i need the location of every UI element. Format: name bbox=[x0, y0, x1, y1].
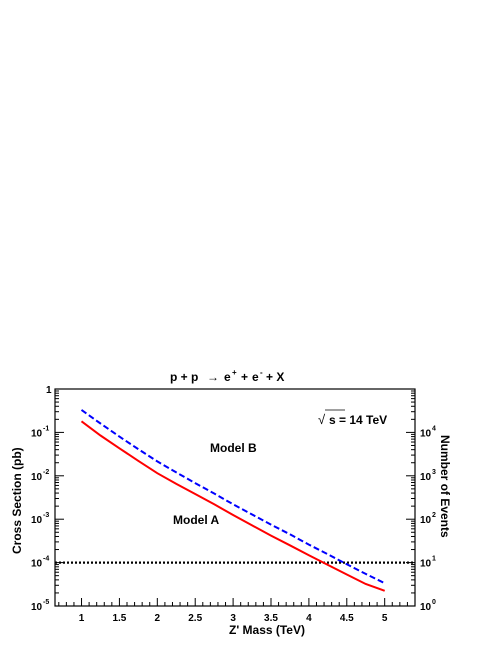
title-arrow: → bbox=[207, 370, 219, 384]
axis-ticks bbox=[55, 388, 415, 607]
title-plus: + bbox=[241, 370, 248, 384]
y-tick-label-exponent: -2 bbox=[43, 469, 49, 476]
y-tick-label: 1 bbox=[46, 385, 52, 396]
x-tick-label: 3.5 bbox=[264, 613, 278, 624]
sqrt-symbol: √ bbox=[318, 412, 326, 427]
y-axis-label: Cross Section (pb) bbox=[10, 447, 24, 554]
title-e-plus-sup: + bbox=[232, 368, 237, 377]
energy-label: s = 14 TeV bbox=[329, 413, 387, 427]
y2-tick-label-exponent: 2 bbox=[432, 512, 436, 519]
x-tick-label: 4.5 bbox=[340, 613, 354, 624]
title-rhs: + X bbox=[266, 370, 284, 384]
y-tick-label-exponent: -5 bbox=[43, 599, 49, 606]
y-tick-label-exponent: -3 bbox=[43, 512, 49, 519]
y2-tick-label: 10 bbox=[420, 559, 432, 570]
y2-tick-label: 10 bbox=[420, 602, 432, 613]
y-tick-label: 10 bbox=[31, 515, 43, 526]
series-model-a-line bbox=[80, 420, 386, 592]
y2-tick-label: 10 bbox=[420, 472, 432, 483]
x-tick-label: 1.5 bbox=[112, 613, 126, 624]
y-tick-label: 10 bbox=[31, 428, 43, 439]
x-tick-label: 2 bbox=[155, 613, 161, 624]
y2-tick-label: 10 bbox=[420, 428, 432, 439]
x-tick-label: 2.5 bbox=[188, 613, 202, 624]
y-tick-label: 10 bbox=[31, 472, 43, 483]
title-lhs: p + p bbox=[170, 370, 198, 384]
x-axis-label: Z' Mass (TeV) bbox=[229, 623, 305, 637]
y-tick-label-exponent: -4 bbox=[43, 556, 49, 563]
series-model-b-line bbox=[80, 409, 386, 585]
y2-tick-label: 10 bbox=[420, 515, 432, 526]
x-tick-label: 1 bbox=[79, 613, 85, 624]
plot-frame bbox=[54, 388, 416, 607]
y2-tick-label-exponent: 0 bbox=[432, 599, 436, 606]
y-axis-left-tick-labels: 10 -510 -410 -310 -210 -11 bbox=[31, 385, 52, 613]
energy-annotation: √ s = 14 TeV bbox=[318, 409, 387, 427]
title-e-plus: e bbox=[224, 370, 231, 384]
label-model-b: Model B bbox=[210, 441, 257, 455]
y2-tick-label-exponent: 3 bbox=[432, 469, 436, 476]
x-axis-tick-labels: 1 1.5 2 2.5 3 3.5 4 4.5 5 bbox=[79, 613, 388, 624]
y2-tick-label-exponent: 1 bbox=[432, 556, 436, 563]
chart-title: p + p → e + + e - + X bbox=[170, 368, 284, 384]
y2-tick-label-exponent: 4 bbox=[432, 425, 436, 432]
y2-axis-label: Number of Events bbox=[438, 435, 452, 538]
x-tick-label: 3 bbox=[230, 613, 236, 624]
x-tick-label: 5 bbox=[382, 613, 388, 624]
title-e-minus-sup: - bbox=[260, 368, 263, 377]
y-tick-label-exponent: -1 bbox=[43, 425, 49, 432]
series-lines bbox=[55, 409, 415, 592]
y-tick-label: 10 bbox=[31, 559, 43, 570]
y-tick-label: 10 bbox=[31, 602, 43, 613]
label-model-a: Model A bbox=[173, 513, 220, 527]
title-e-minus: e bbox=[252, 370, 259, 384]
x-tick-label: 4 bbox=[306, 613, 312, 624]
